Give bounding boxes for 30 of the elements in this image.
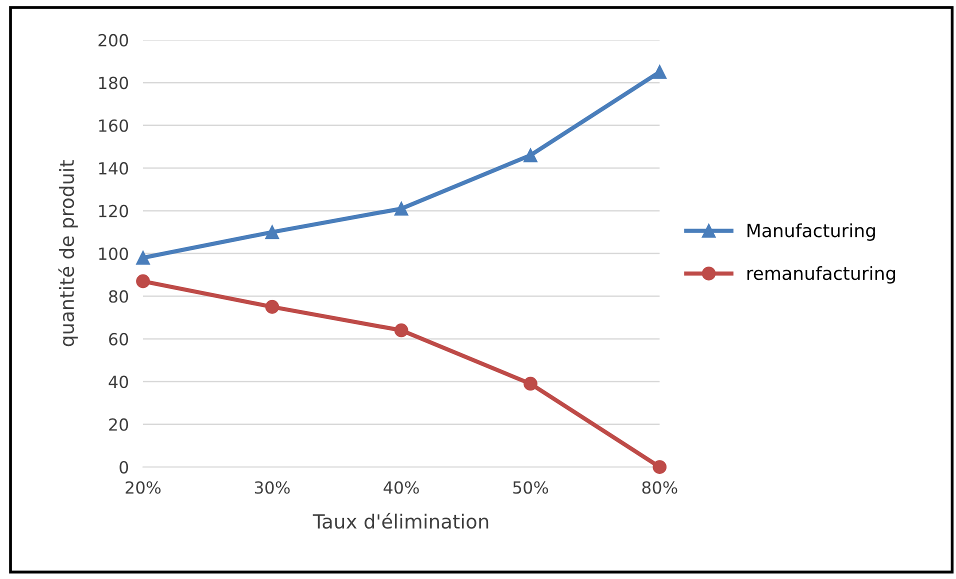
y-tick-label: 100: [99, 247, 128, 260]
point: [265, 300, 280, 314]
point: [524, 148, 538, 162]
point: [136, 250, 150, 265]
legend-label: Manufacturing: [748, 223, 875, 241]
x-tick-label: 50%: [513, 481, 548, 494]
y-axis-title: quantité de produit: [58, 160, 78, 346]
y-tick-label: 0: [120, 460, 128, 474]
x-tick-label: 40%: [384, 481, 419, 494]
point: [394, 202, 408, 216]
y-tick-label: 120: [99, 204, 128, 218]
y-tick-label: 20: [109, 418, 128, 431]
y-tick-label: 180: [99, 76, 128, 90]
point: [652, 460, 667, 474]
legend-label: remanufacturing: [747, 266, 896, 284]
point: [136, 274, 150, 288]
y-tick-label: 60: [109, 332, 128, 346]
point: [524, 376, 538, 391]
y-tick-label: 160: [99, 119, 128, 132]
y-tick-label: 40: [108, 376, 128, 388]
point: [265, 225, 280, 240]
x-tick-label: 30%: [254, 481, 290, 494]
x-tick-label: 20%: [126, 481, 161, 494]
y-tick-label: 80: [109, 290, 128, 303]
point: [652, 65, 667, 79]
point: [394, 323, 408, 338]
y-tick-label: 200: [98, 34, 128, 47]
x-axis-title: Taux d'élimination: [312, 512, 488, 529]
x-tick-label: 80%: [642, 481, 678, 494]
y-tick-label: 140: [99, 162, 128, 175]
